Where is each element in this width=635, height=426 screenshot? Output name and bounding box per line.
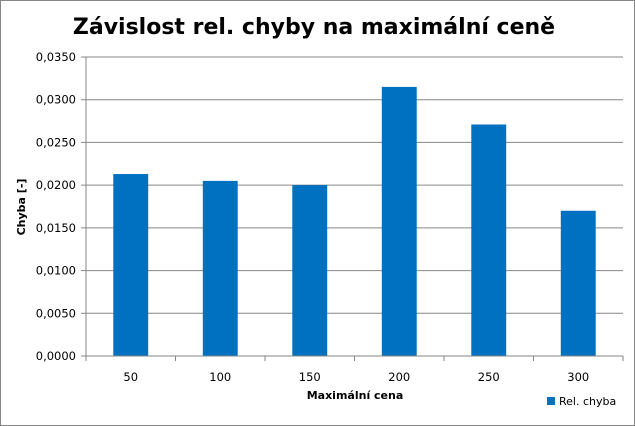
y-tick-label: 0,0200	[36, 178, 76, 192]
y-tick-label: 0,0250	[36, 135, 76, 149]
y-axis-label: Chyba [-]	[15, 179, 28, 236]
chart-title: Závislost rel. chyby na maximální ceně	[73, 15, 555, 40]
bars	[113, 86, 596, 357]
bar	[471, 124, 507, 356]
x-axis-label: Maximální cena	[307, 389, 404, 402]
bar	[202, 180, 238, 356]
x-tick-label: 300	[567, 370, 589, 384]
axes	[85, 57, 623, 361]
y-tick-label: 0,0100	[36, 264, 76, 278]
legend-swatch	[547, 397, 555, 405]
y-tick-labels: 0,0000 0,0050 0,0100 0,0150 0,0200 0,0250 0,03…	[36, 50, 76, 363]
y-tick-label: 0,0050	[36, 306, 76, 320]
bar	[113, 174, 149, 356]
legend-label: Rel. chyba	[559, 395, 616, 408]
y-tick-label: 0,0300	[36, 93, 76, 107]
bar	[381, 86, 417, 357]
y-tick-label: 0,0350	[36, 50, 76, 64]
x-tick-label: 50	[123, 370, 138, 384]
bar	[292, 185, 328, 356]
y-tick-label: 0,0000	[36, 349, 76, 363]
bar	[560, 210, 596, 356]
grid-lines	[81, 56, 624, 361]
x-tick-label: 150	[299, 370, 321, 384]
x-tick-labels: 50 100 150 200 250 300	[123, 370, 589, 384]
legend: Rel. chyba	[547, 395, 616, 408]
x-tick-label: 200	[388, 370, 410, 384]
x-tick-label: 100	[209, 370, 231, 384]
x-tick-label: 250	[478, 370, 500, 384]
y-tick-label: 0,0150	[36, 221, 76, 235]
